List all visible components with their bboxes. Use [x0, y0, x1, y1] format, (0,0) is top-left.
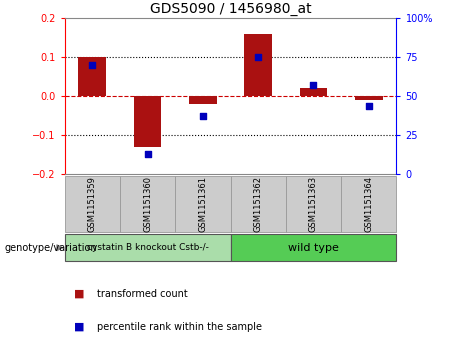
Title: GDS5090 / 1456980_at: GDS5090 / 1456980_at [150, 2, 311, 16]
Text: ■: ■ [74, 322, 84, 332]
Point [144, 151, 151, 157]
Text: GSM1151362: GSM1151362 [254, 176, 263, 232]
Text: GSM1151364: GSM1151364 [364, 176, 373, 232]
Bar [244, 34, 272, 96]
Text: transformed count: transformed count [97, 289, 188, 299]
Point [310, 82, 317, 88]
Bar [78, 57, 106, 96]
Bar [355, 96, 383, 100]
Bar [300, 88, 327, 96]
Point [254, 54, 262, 60]
Text: genotype/variation: genotype/variation [5, 243, 97, 253]
Text: GSM1151360: GSM1151360 [143, 176, 152, 232]
Text: cystatin B knockout Cstb-/-: cystatin B knockout Cstb-/- [87, 243, 208, 252]
Text: wild type: wild type [288, 243, 339, 253]
Point [365, 103, 372, 109]
Text: GSM1151359: GSM1151359 [88, 176, 97, 232]
Bar [134, 96, 161, 147]
Text: GSM1151361: GSM1151361 [198, 176, 207, 232]
Text: GSM1151363: GSM1151363 [309, 176, 318, 232]
Text: ■: ■ [74, 289, 84, 299]
Bar [189, 96, 217, 104]
Point [199, 114, 207, 119]
Point [89, 62, 96, 68]
Text: percentile rank within the sample: percentile rank within the sample [97, 322, 262, 332]
